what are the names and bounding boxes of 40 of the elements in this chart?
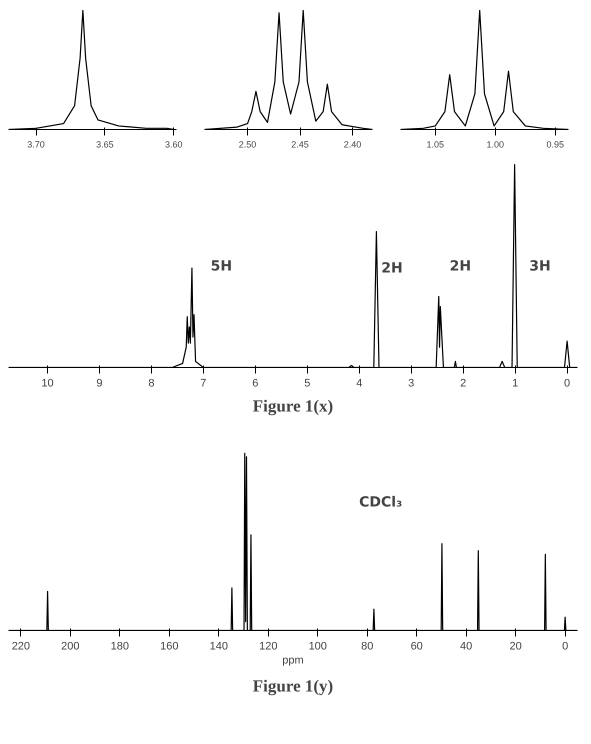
x-tick-label: 3.60	[164, 140, 183, 150]
x-tick-label: 1.00	[486, 140, 504, 150]
x-tick-label: 160	[160, 640, 178, 652]
x-tick-label: 6	[252, 378, 258, 390]
x-tick-label: 180	[110, 640, 130, 652]
x-tick-label: 1	[512, 378, 518, 390]
annotation: 5H	[210, 258, 232, 274]
text: Figure 1(x)	[252, 396, 334, 416]
x-axis-title: ppm	[282, 654, 304, 666]
x-tick-label: 220	[12, 640, 30, 652]
x-tick-label: 0	[564, 378, 570, 390]
x-tick-label: 200	[61, 640, 80, 652]
x-tick-label: 3	[408, 378, 414, 390]
x-tick-label: 3.65	[96, 140, 114, 150]
x-tick-label: 2	[460, 378, 466, 390]
annotation: 3H	[529, 258, 551, 274]
x-tick-label: 60	[410, 640, 423, 652]
x-tick-label: 20	[510, 640, 522, 652]
x-tick-label: 4	[356, 378, 362, 390]
annotation: 2H	[381, 260, 403, 277]
x-tick-label: 3.70	[27, 140, 45, 150]
x-tick-label: 140	[210, 640, 228, 652]
x-tick-label: 8	[148, 378, 154, 390]
x-tick-label: 5	[304, 378, 310, 390]
x-tick-label: 2.40	[344, 140, 362, 150]
x-tick-label: 2.50	[238, 140, 256, 150]
x-tick-label: 100	[308, 640, 327, 652]
x-tick-label: 2.45	[291, 140, 309, 150]
x-tick-label: 9	[96, 378, 102, 390]
annotation: CDCl₃	[359, 494, 402, 510]
x-tick-label: 120	[259, 640, 278, 652]
x-tick-label: 10	[41, 378, 54, 390]
x-tick-label: 0.95	[546, 140, 564, 150]
x-tick-label: 1.05	[426, 140, 444, 150]
x-tick-label: 40	[460, 640, 472, 652]
annotation: 2H	[450, 258, 472, 274]
x-tick-label: 0	[562, 640, 568, 652]
x-tick-label: 7	[200, 378, 206, 390]
x-tick-label: 80	[361, 640, 374, 652]
text: Figure 1(y)	[252, 676, 334, 696]
